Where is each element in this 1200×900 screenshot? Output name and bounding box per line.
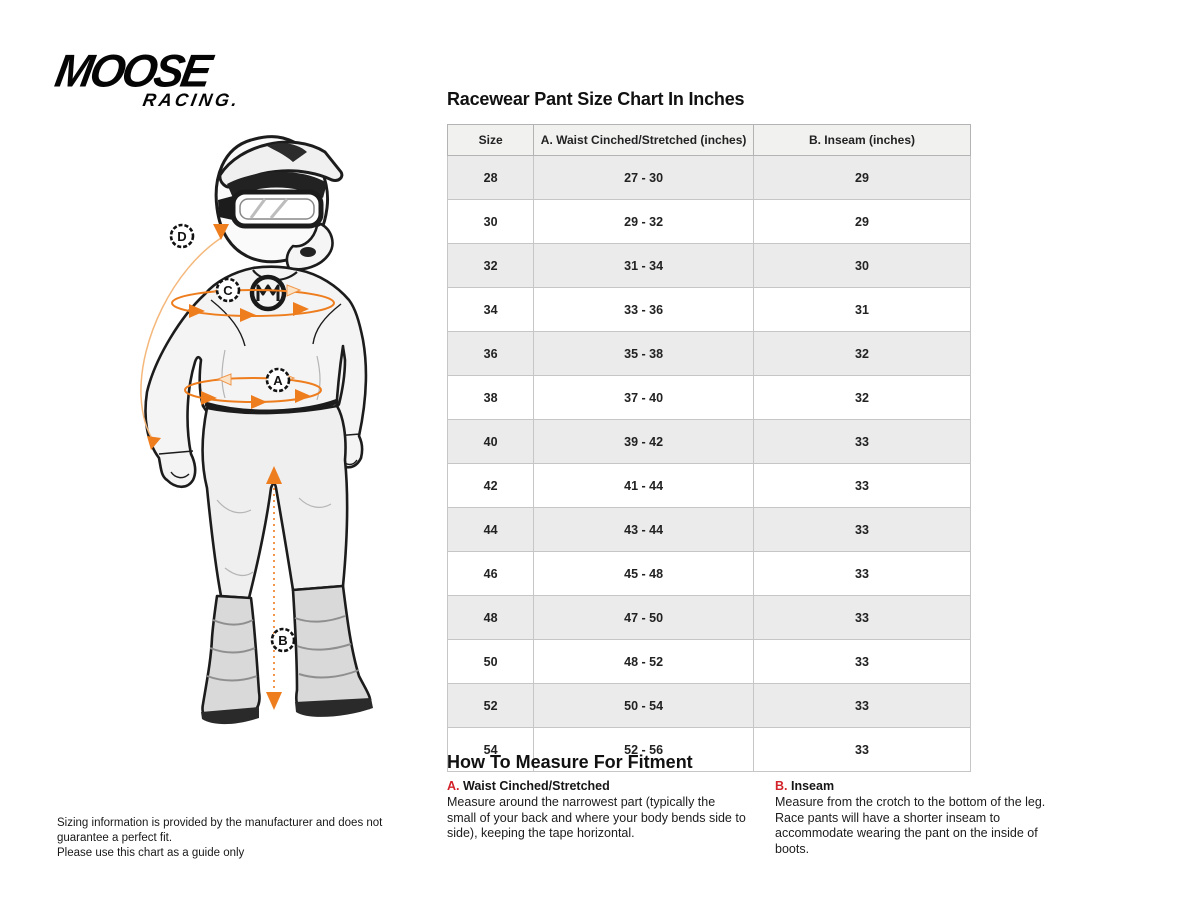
badge-a-icon: A <box>265 367 291 393</box>
size-chart-table: Size A. Waist Cinched/Stretched (inches)… <box>446 124 972 772</box>
cell-inseam: 33 <box>752 595 972 640</box>
shoulder-measure-arrow-icon <box>213 224 229 240</box>
cell-inseam: 32 <box>752 331 972 376</box>
jersey-moose-logo-icon <box>249 274 287 312</box>
rider-boots <box>201 584 373 725</box>
rider-measurement-illustration: D C A B <box>140 135 373 725</box>
cell-size: 42 <box>446 463 535 508</box>
table-header-row: Size A. Waist Cinched/Stretched (inches)… <box>446 124 972 156</box>
measure-item-inseam: B. Inseam Measure from the crotch to the… <box>775 779 1075 857</box>
table-row: 42 41 - 44 33 <box>446 463 972 508</box>
table-row: 34 33 - 36 31 <box>446 287 972 332</box>
cell-size: 32 <box>446 243 535 288</box>
measure-text-waist: Measure around the narrowest part (typic… <box>447 795 746 840</box>
cell-size: 34 <box>446 287 535 332</box>
inseam-measure-line <box>266 466 282 710</box>
cell-waist: 39 - 42 <box>533 419 754 464</box>
cell-size: 44 <box>446 507 535 552</box>
measure-name-inseam: Inseam <box>790 779 835 793</box>
cell-size: 28 <box>446 155 535 200</box>
measure-item-inseam-heading: B. Inseam <box>775 779 1075 793</box>
badge-a-label: A <box>273 373 283 388</box>
arm-measure-arrow-icon <box>147 436 161 450</box>
cell-waist: 29 - 32 <box>533 199 754 244</box>
table-row: 52 50 - 54 33 <box>446 683 972 728</box>
badge-d-label: D <box>177 229 186 244</box>
how-to-measure-title: How To Measure For Fitment <box>447 752 693 772</box>
cell-waist: 50 - 54 <box>533 683 754 728</box>
table-row: 50 48 - 52 33 <box>446 639 972 684</box>
table-row: 44 43 - 44 33 <box>446 507 972 552</box>
cell-inseam: 32 <box>752 375 972 420</box>
cell-inseam: 33 <box>752 727 972 772</box>
rider-pants <box>201 404 349 600</box>
cell-size: 30 <box>446 199 535 244</box>
measure-item-waist: A. Waist Cinched/Stretched Measure aroun… <box>447 779 747 842</box>
brand-logo-moose: MOOSE <box>51 44 214 97</box>
table-row: 32 31 - 34 30 <box>446 243 972 288</box>
badge-b-icon: B <box>270 627 296 653</box>
table-row: 38 37 - 40 32 <box>446 375 972 420</box>
cell-inseam: 33 <box>752 551 972 596</box>
cell-waist: 48 - 52 <box>533 639 754 684</box>
cell-inseam: 33 <box>752 463 972 508</box>
size-chart-title: Racewear Pant Size Chart In Inches <box>447 89 745 109</box>
cell-waist: 37 - 40 <box>533 375 754 420</box>
table-row: 36 35 - 38 32 <box>446 331 972 376</box>
cell-inseam: 30 <box>752 243 972 288</box>
cell-inseam: 33 <box>752 639 972 684</box>
badge-c-icon: C <box>215 277 241 303</box>
table-row: 30 29 - 32 29 <box>446 199 972 244</box>
cell-waist: 45 - 48 <box>533 551 754 596</box>
cell-inseam: 29 <box>752 199 972 244</box>
cell-size: 36 <box>446 331 535 376</box>
cell-waist: 47 - 50 <box>533 595 754 640</box>
measure-name-waist: Waist Cinched/Stretched <box>462 779 610 793</box>
cell-waist: 31 - 34 <box>533 243 754 288</box>
table-row: 46 45 - 48 33 <box>446 551 972 596</box>
table-row: 28 27 - 30 29 <box>446 155 972 200</box>
cell-inseam: 33 <box>752 419 972 464</box>
measure-text-inseam: Measure from the crotch to the bottom of… <box>775 795 1046 856</box>
badge-b-label: B <box>278 633 287 648</box>
measure-letter-a: A. <box>447 779 460 793</box>
cell-size: 48 <box>446 595 535 640</box>
cell-size: 54 <box>446 727 535 772</box>
table-row: 40 39 - 42 33 <box>446 419 972 464</box>
cell-size: 46 <box>446 551 535 596</box>
brand-logo-racing: RACING. <box>141 90 242 110</box>
cell-size: 52 <box>446 683 535 728</box>
cell-size: 38 <box>446 375 535 420</box>
cell-inseam: 33 <box>752 507 972 552</box>
rider-goggles-icon <box>218 189 324 229</box>
cell-waist: 43 - 44 <box>533 507 754 552</box>
column-header-size: Size <box>446 124 535 156</box>
column-header-waist: A. Waist Cinched/Stretched (inches) <box>533 124 754 156</box>
cell-waist: 33 - 36 <box>533 287 754 332</box>
cell-inseam: 29 <box>752 155 972 200</box>
cell-inseam: 31 <box>752 287 972 332</box>
badge-d-icon: D <box>169 223 195 249</box>
cell-size: 40 <box>446 419 535 464</box>
column-header-inseam: B. Inseam (inches) <box>752 124 972 156</box>
cell-inseam: 33 <box>752 683 972 728</box>
table-row: 54 52 - 56 33 <box>446 727 972 772</box>
measurement-annotations: D C A B <box>140 223 335 710</box>
rider-helmet-icon <box>214 135 344 271</box>
table-row: 48 47 - 50 33 <box>446 595 972 640</box>
cell-waist: 41 - 44 <box>533 463 754 508</box>
disclaimer-text: Sizing information is provided by the ma… <box>57 817 383 859</box>
measure-letter-b: B. <box>775 779 788 793</box>
badge-c-label: C <box>223 283 233 298</box>
brand-logo: MOOSE RACING. <box>51 44 246 111</box>
cell-waist: 35 - 38 <box>533 331 754 376</box>
cell-size: 50 <box>446 639 535 684</box>
cell-waist: 52 - 56 <box>533 727 754 772</box>
cell-waist: 27 - 30 <box>533 155 754 200</box>
measure-item-waist-heading: A. Waist Cinched/Stretched <box>447 779 747 793</box>
